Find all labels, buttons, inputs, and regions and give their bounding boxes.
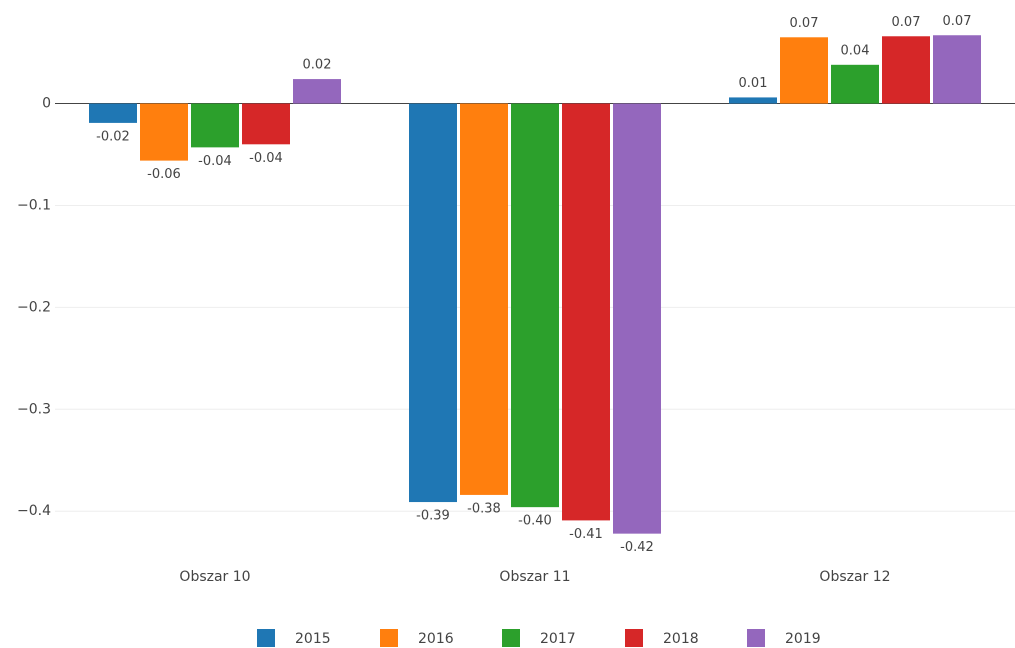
x-tick-label: Obszar 10 (179, 569, 250, 585)
data-label: -0.04 (198, 154, 232, 169)
bar (780, 37, 828, 104)
legend-swatch (380, 629, 398, 647)
bar (293, 79, 341, 104)
data-label: 0.07 (943, 14, 972, 29)
legend-swatch (625, 629, 643, 647)
legend-label: 2015 (295, 631, 331, 647)
bar (409, 103, 457, 503)
data-label: -0.42 (620, 540, 654, 555)
legend-swatch (257, 629, 275, 647)
bar (831, 64, 879, 104)
data-label: -0.38 (467, 501, 501, 516)
data-label: -0.40 (518, 514, 552, 529)
bar (191, 103, 239, 148)
data-label: -0.04 (249, 151, 283, 166)
bar (242, 103, 290, 145)
bar (89, 103, 137, 123)
bar (882, 36, 930, 104)
bar (613, 103, 661, 534)
bar (511, 103, 559, 508)
data-label: -0.06 (147, 167, 181, 182)
bar (460, 103, 508, 495)
x-tick-label: Obszar 11 (499, 569, 570, 585)
legend-label: 2016 (418, 631, 454, 647)
data-label: 0.02 (303, 58, 332, 73)
data-label: -0.41 (569, 527, 603, 542)
x-tick-label: Obszar 12 (819, 569, 890, 585)
legend-label: 2018 (663, 631, 699, 647)
legend-swatch (502, 629, 520, 647)
data-label: -0.39 (416, 509, 450, 524)
y-tick-label: −0.3 (17, 401, 51, 417)
legend-label: 2019 (785, 631, 821, 647)
bar (729, 97, 777, 104)
legend-swatch (747, 629, 765, 647)
y-tick-label: −0.4 (17, 503, 51, 519)
y-tick-label: −0.2 (17, 299, 51, 315)
data-label: 0.04 (841, 43, 870, 58)
data-label: 0.07 (790, 16, 819, 31)
data-label: 0.01 (739, 76, 768, 91)
data-label: -0.02 (96, 129, 130, 144)
bar (933, 35, 981, 104)
y-tick-label: 0 (42, 96, 51, 112)
data-label: 0.07 (892, 15, 921, 30)
bar (140, 103, 188, 161)
legend-label: 2017 (540, 631, 576, 647)
bar (562, 103, 610, 521)
y-tick-label: −0.1 (17, 197, 51, 213)
